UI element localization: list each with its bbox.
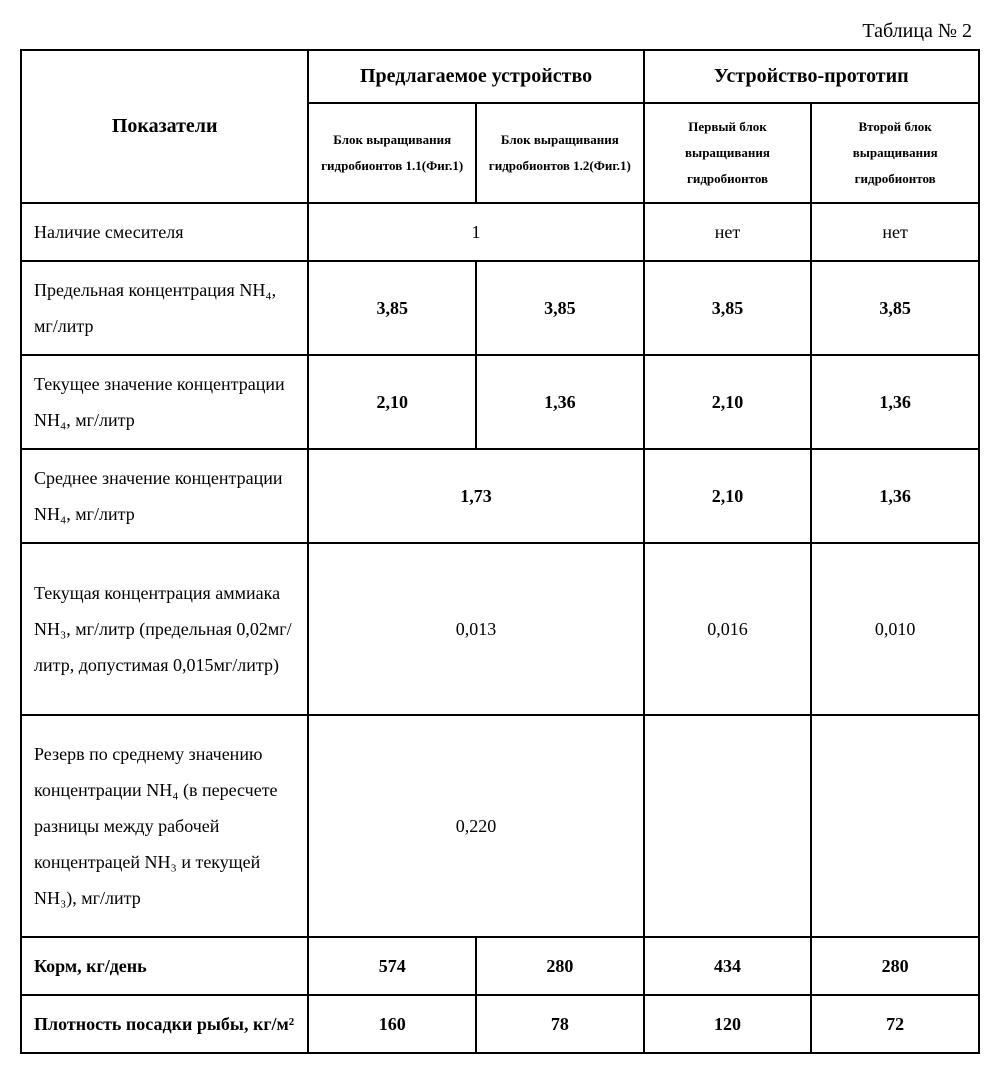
cell-value: 0,010: [811, 543, 979, 715]
row-label: Корм, кг/день: [21, 937, 308, 995]
header-group-proposed: Предлагаемое устройство: [308, 50, 643, 103]
table-row: Корм, кг/день 574 280 434 280: [21, 937, 979, 995]
subheader-first-block: Первый блок выращивания гидробионтов: [644, 103, 812, 203]
header-group-prototype: Устройство-прототип: [644, 50, 979, 103]
cell-value: 0,220: [308, 715, 643, 937]
cell-value: 1,36: [811, 449, 979, 543]
cell-value: нет: [811, 203, 979, 261]
cell-value: 3,85: [308, 261, 476, 355]
subheader-second-block: Второй блок выращивания гидробионтов: [811, 103, 979, 203]
row-label: Текущее значение концентрации NH₄, мг/ли…: [21, 355, 308, 449]
cell-value: [644, 715, 812, 937]
table-row: Среднее значение концентрации NH₄, мг/ли…: [21, 449, 979, 543]
cell-value: 3,85: [476, 261, 644, 355]
cell-value: 3,85: [644, 261, 812, 355]
subheader-block-1-1: Блок выращивания гидробионтов 1.1(Фиг.1): [308, 103, 476, 203]
table-header-row: Показатели Предлагаемое устройство Устро…: [21, 50, 979, 103]
cell-value: [811, 715, 979, 937]
row-label: Среднее значение концентрации NH₄, мг/ли…: [21, 449, 308, 543]
subheader-block-1-2: Блок выращивания гидробионтов 1.2(Фиг.1): [476, 103, 644, 203]
table-row: Резерв по среднему значению концентрации…: [21, 715, 979, 937]
header-indicators: Показатели: [21, 50, 308, 203]
data-table: Показатели Предлагаемое устройство Устро…: [20, 49, 980, 1054]
cell-value: 2,10: [308, 355, 476, 449]
cell-value: 160: [308, 995, 476, 1053]
cell-value: 434: [644, 937, 812, 995]
table-row: Наличие смесителя 1 нет нет: [21, 203, 979, 261]
table-row: Текущая концентрация аммиака NH₃, мг/лит…: [21, 543, 979, 715]
table-row: Плотность посадки рыбы, кг/м² 160 78 120…: [21, 995, 979, 1053]
table-caption: Таблица № 2: [20, 20, 980, 43]
table-row: Текущее значение концентрации NH₄, мг/ли…: [21, 355, 979, 449]
cell-value: 1: [308, 203, 643, 261]
cell-value: 3,85: [811, 261, 979, 355]
table-row: Предельная концентрация NH₄, мг/литр 3,8…: [21, 261, 979, 355]
cell-value: 78: [476, 995, 644, 1053]
cell-value: 2,10: [644, 449, 812, 543]
row-label: Текущая концентрация аммиака NH₃, мг/лит…: [21, 543, 308, 715]
cell-value: 280: [476, 937, 644, 995]
cell-value: 1,73: [308, 449, 643, 543]
cell-value: 1,36: [476, 355, 644, 449]
cell-value: нет: [644, 203, 812, 261]
cell-value: 280: [811, 937, 979, 995]
cell-value: 2,10: [644, 355, 812, 449]
cell-value: 1,36: [811, 355, 979, 449]
cell-value: 574: [308, 937, 476, 995]
cell-value: 0,016: [644, 543, 812, 715]
cell-value: 120: [644, 995, 812, 1053]
row-label: Плотность посадки рыбы, кг/м²: [21, 995, 308, 1053]
row-label: Резерв по среднему значению концентрации…: [21, 715, 308, 937]
cell-value: 0,013: [308, 543, 643, 715]
row-label: Наличие смесителя: [21, 203, 308, 261]
row-label: Предельная концентрация NH₄, мг/литр: [21, 261, 308, 355]
cell-value: 72: [811, 995, 979, 1053]
